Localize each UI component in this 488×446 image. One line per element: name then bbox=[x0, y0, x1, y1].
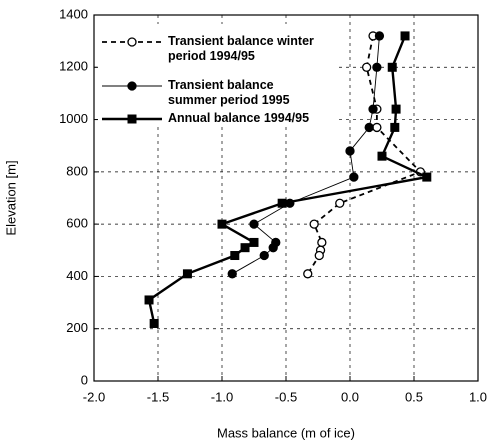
marker bbox=[374, 31, 385, 41]
marker bbox=[182, 269, 192, 279]
legend-label: Annual balance 1994/95 bbox=[168, 111, 310, 125]
marker bbox=[422, 172, 432, 182]
marker bbox=[303, 269, 313, 279]
x-tick-label: 0.0 bbox=[341, 389, 359, 404]
x-tick-label: -1.5 bbox=[147, 389, 169, 404]
x-tick-label: -2.0 bbox=[83, 389, 105, 404]
marker bbox=[249, 237, 259, 247]
marker bbox=[144, 295, 154, 305]
marker bbox=[240, 243, 250, 253]
marker bbox=[372, 62, 382, 72]
marker bbox=[227, 269, 237, 279]
marker bbox=[268, 243, 278, 253]
y-tick-label: 1200 bbox=[59, 59, 88, 74]
legend-box bbox=[98, 24, 338, 126]
x-tick-label: 1.0 bbox=[469, 389, 487, 404]
y-tick-label: 200 bbox=[66, 320, 88, 335]
x-tick-label: -1.0 bbox=[211, 389, 233, 404]
legend-label: Transient balance summer period 1995 bbox=[168, 78, 290, 107]
legend-marker bbox=[127, 81, 137, 91]
legend-marker bbox=[127, 114, 137, 124]
marker bbox=[259, 250, 269, 261]
legend-marker bbox=[127, 37, 137, 47]
legend bbox=[98, 24, 338, 126]
y-tick-label: 1000 bbox=[59, 111, 88, 126]
y-tick-label: 600 bbox=[66, 216, 88, 231]
marker bbox=[317, 237, 327, 248]
marker bbox=[149, 318, 159, 328]
marker bbox=[361, 62, 372, 72]
legend-label: Transient balance winter period 1994/95 bbox=[168, 34, 314, 63]
y-axis-label: Elevation [m] bbox=[3, 160, 18, 235]
marker bbox=[217, 219, 227, 229]
x-tick-label: -0.5 bbox=[275, 389, 297, 404]
x-axis-label: Mass balance (m of ice) bbox=[217, 425, 355, 440]
marker bbox=[368, 104, 378, 114]
marker bbox=[309, 219, 319, 229]
y-tick-label: 800 bbox=[66, 163, 88, 178]
marker bbox=[364, 122, 374, 133]
marker bbox=[230, 251, 240, 261]
marker bbox=[372, 122, 382, 133]
marker bbox=[335, 198, 345, 208]
marker bbox=[390, 122, 400, 132]
marker bbox=[345, 146, 355, 156]
y-tick-label: 1400 bbox=[59, 6, 88, 21]
marker bbox=[391, 104, 401, 114]
plot-frame bbox=[93, 14, 479, 382]
marker bbox=[400, 31, 410, 41]
marker bbox=[314, 250, 324, 261]
marker bbox=[387, 62, 397, 72]
marker bbox=[249, 219, 259, 229]
x-tick-label: 0.5 bbox=[405, 389, 423, 404]
marker bbox=[377, 151, 387, 161]
marker bbox=[277, 198, 287, 208]
y-tick-label: 400 bbox=[66, 268, 88, 283]
marker bbox=[349, 172, 359, 182]
y-tick-label: 0 bbox=[81, 372, 88, 387]
